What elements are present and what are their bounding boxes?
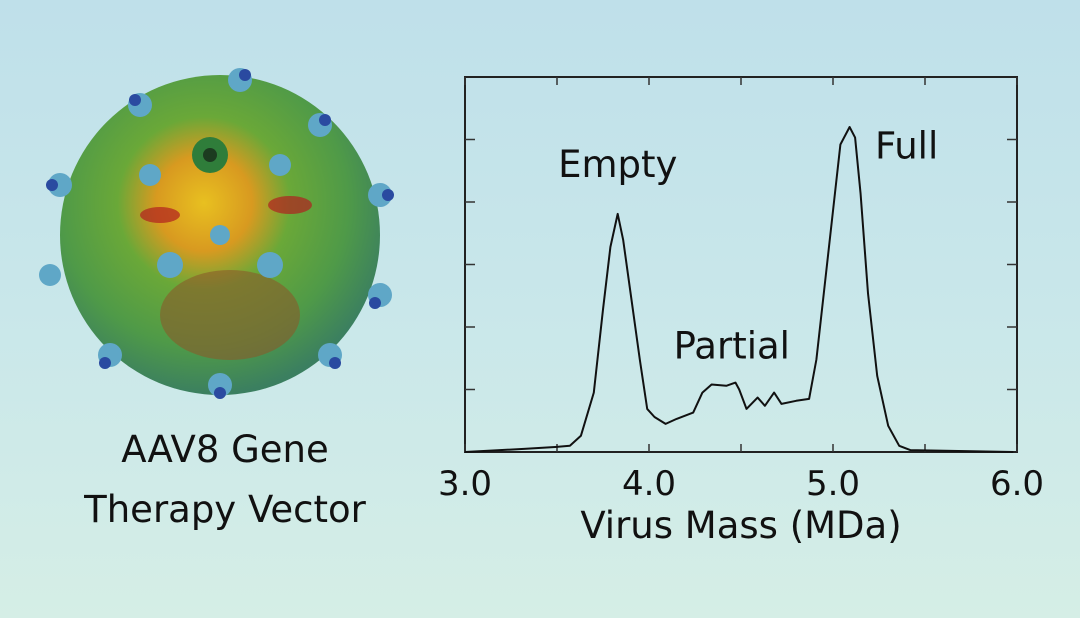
x-tick-label: 5.0: [806, 464, 860, 504]
aav8-capsid-image: [39, 68, 394, 399]
x-tick-label: 4.0: [622, 464, 676, 504]
image-caption-line1: AAV8 Gene: [121, 428, 329, 471]
peak-label-empty: Empty: [558, 143, 677, 186]
x-tick-label: 6.0: [990, 464, 1044, 504]
peak-label-partial: Partial: [674, 324, 790, 367]
peak-label-full: Full: [875, 124, 938, 167]
mass-distribution-line: [464, 126, 1014, 453]
x-tick-label: 3.0: [438, 464, 492, 504]
image-caption-line2: Therapy Vector: [84, 488, 366, 531]
x-axis-label: Virus Mass (MDa): [580, 504, 901, 547]
